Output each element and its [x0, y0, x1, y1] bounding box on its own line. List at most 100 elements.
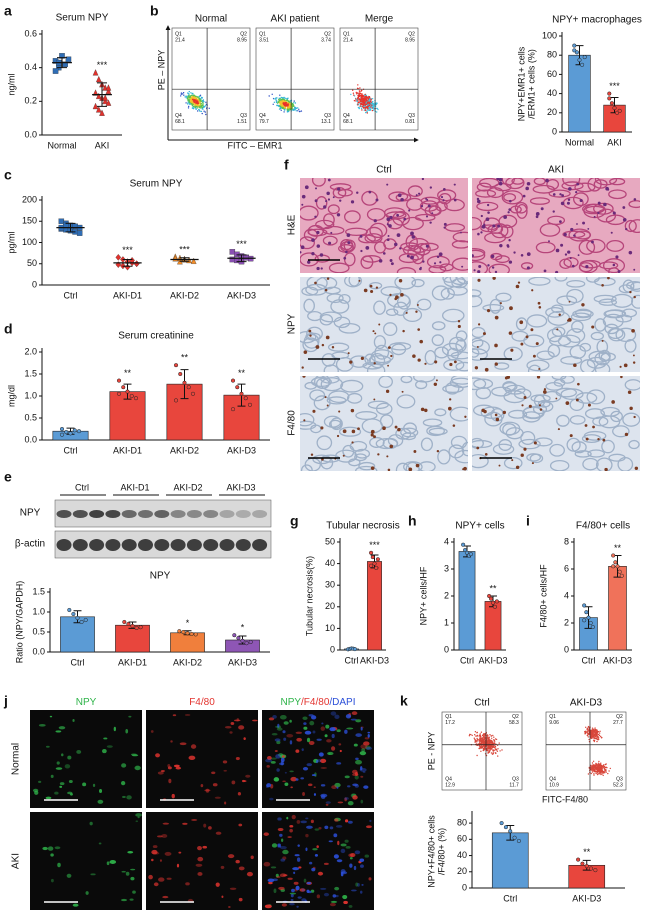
- y-tick-label: 60: [547, 69, 557, 79]
- tubule: [569, 344, 587, 359]
- stain-dot: [311, 252, 315, 256]
- stain-dot: [576, 182, 580, 186]
- event-dot: [189, 102, 191, 105]
- signal: [316, 845, 319, 849]
- signal: [128, 715, 132, 718]
- tubule: [315, 219, 335, 230]
- stain-dot: [570, 227, 574, 232]
- tubule: [494, 362, 510, 370]
- event-dot: [493, 747, 496, 749]
- event-dot: [498, 742, 500, 744]
- stain-dot: [552, 193, 556, 196]
- signal: [355, 719, 362, 723]
- signal: [366, 825, 372, 829]
- signal: [329, 826, 334, 830]
- stain-dot: [620, 376, 623, 379]
- event-dot: [363, 107, 365, 109]
- tubule: [622, 279, 635, 293]
- significance: ***: [179, 244, 190, 254]
- blot-band: [56, 539, 72, 551]
- tubule: [528, 277, 551, 286]
- lane-label: AKI-D2: [173, 482, 202, 492]
- signal: [353, 865, 357, 871]
- chart-title: NPY+ macrophages: [552, 15, 642, 26]
- stain-dot: [494, 315, 499, 320]
- signal: [318, 752, 324, 757]
- signal: [231, 780, 236, 785]
- event-dot: [480, 741, 483, 744]
- stain-dot: [507, 211, 510, 214]
- blot-band: [105, 539, 121, 551]
- column-label: Ctrl: [376, 165, 392, 176]
- tubule: [479, 178, 500, 188]
- event-dot: [298, 110, 301, 113]
- signal: [296, 905, 299, 908]
- significance: **: [489, 583, 497, 593]
- event-dot: [284, 106, 286, 108]
- signal: [277, 723, 280, 728]
- event-dot: [191, 107, 194, 109]
- signal: [212, 783, 218, 787]
- data-point: [613, 560, 618, 565]
- stain-dot: [576, 223, 578, 225]
- signal: [50, 878, 54, 883]
- event-dot: [193, 101, 196, 103]
- event-dot: [470, 733, 472, 736]
- row-label: NPY: [287, 313, 298, 334]
- quadrant-name: Q2: [408, 31, 415, 37]
- quadrant-value: 79.7: [259, 119, 269, 125]
- event-dot: [479, 738, 482, 740]
- stain-dot: [464, 415, 467, 418]
- event-dot: [479, 741, 481, 743]
- quadrant-value: 13.1: [321, 119, 331, 125]
- event-dot: [501, 749, 503, 751]
- tubule: [526, 453, 542, 462]
- tubule: [428, 427, 448, 436]
- tubule: [327, 204, 340, 215]
- tubule: [369, 222, 388, 239]
- event-dot: [486, 740, 488, 742]
- label-part: /DAPI: [329, 697, 355, 708]
- stain-dot: [326, 277, 330, 280]
- event-dot: [357, 104, 359, 106]
- signal: [334, 818, 339, 822]
- signal: [55, 730, 62, 733]
- tubule: [382, 437, 399, 450]
- data-point: [590, 625, 595, 630]
- tubule: [328, 390, 350, 404]
- event-dot: [283, 99, 286, 101]
- signal: [130, 876, 135, 881]
- event-dot: [488, 737, 490, 739]
- event-dot: [350, 93, 352, 96]
- stain-dot: [603, 202, 607, 207]
- signal: [47, 846, 54, 851]
- tissue-texture: [472, 178, 640, 273]
- event-dot: [187, 102, 189, 105]
- stain-dot: [515, 284, 520, 289]
- tubule: [529, 453, 544, 464]
- stain-dot: [591, 325, 595, 329]
- quadrant-name: Q3: [408, 113, 415, 119]
- y-axis-label: Tubular necrosis(%): [304, 556, 314, 636]
- tubule: [568, 228, 591, 242]
- tubule: [301, 286, 319, 296]
- signal: [279, 714, 287, 720]
- data-point: [352, 647, 357, 652]
- stain-dot: [611, 400, 615, 404]
- event-dot: [199, 101, 201, 104]
- signal: [302, 716, 308, 720]
- panel-label: e: [4, 469, 12, 485]
- stain-dot: [569, 257, 572, 260]
- tubule: [622, 412, 640, 427]
- chart-title: NPY: [150, 571, 171, 582]
- stain-dot: [350, 408, 355, 413]
- event-dot: [355, 93, 358, 95]
- event-dot: [361, 106, 363, 108]
- event-dot: [595, 765, 597, 767]
- event-dot: [591, 734, 594, 736]
- data-point: [607, 91, 612, 96]
- stain-dot: [631, 328, 635, 333]
- stain-dot: [498, 181, 503, 186]
- tubule: [333, 316, 351, 329]
- significance: **: [614, 543, 622, 553]
